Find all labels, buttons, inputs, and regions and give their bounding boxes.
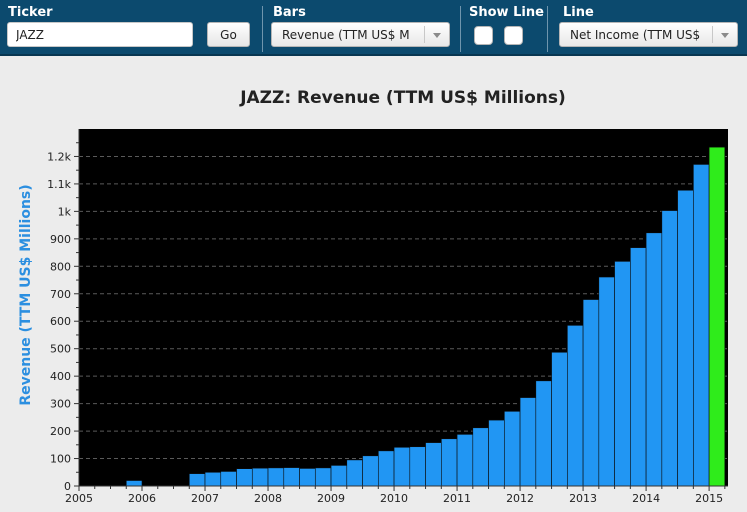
x-tick-label: 2012 xyxy=(506,492,534,505)
toolbar-divider xyxy=(262,6,263,52)
y-tick-label: 1k xyxy=(58,205,72,218)
bars-select[interactable]: Revenue (TTM US$ M xyxy=(271,22,450,47)
bar xyxy=(535,380,552,487)
x-tick-label: 2007 xyxy=(191,492,219,505)
bar xyxy=(708,146,726,487)
bar xyxy=(251,467,269,487)
x-tick-label: 2008 xyxy=(254,492,282,505)
bar xyxy=(188,473,206,487)
ticker-label: Ticker xyxy=(8,5,53,20)
y-tick-label: 700 xyxy=(50,288,71,301)
bar xyxy=(346,459,363,487)
line-label: Line xyxy=(563,5,594,20)
y-tick-label: 200 xyxy=(50,425,71,438)
bar xyxy=(409,446,426,487)
x-tick-label: 2014 xyxy=(632,492,660,505)
chart-title: JAZZ: Revenue (TTM US$ Millions) xyxy=(240,88,566,108)
y-tick-label: 0 xyxy=(64,480,71,493)
line-select-divider xyxy=(712,26,713,43)
bars-select-divider xyxy=(424,26,425,43)
show-line-checkbox-secondary[interactable] xyxy=(504,26,523,45)
bar xyxy=(456,434,474,487)
line-select[interactable]: Net Income (TTM US$ xyxy=(559,22,738,47)
x-tick-label: 2006 xyxy=(128,492,156,505)
y-tick-label: 500 xyxy=(50,343,71,356)
bar xyxy=(267,467,285,487)
x-tick-label: 2009 xyxy=(317,492,345,505)
chevron-down-icon xyxy=(721,33,729,38)
bar xyxy=(314,467,332,487)
x-tick-label: 2010 xyxy=(380,492,408,505)
toolbar: Ticker Go Bars Revenue (TTM US$ M Show L… xyxy=(0,0,747,56)
y-tick-label: 400 xyxy=(50,370,71,383)
y-tick-label: 900 xyxy=(50,233,71,246)
line-select-value: Net Income (TTM US$ xyxy=(570,28,701,42)
bar xyxy=(645,232,663,487)
bar xyxy=(630,247,647,487)
x-tick-label: 2005 xyxy=(65,492,93,505)
show-line-label: Show Line xyxy=(469,5,544,20)
bar xyxy=(236,468,253,487)
bar xyxy=(125,480,143,487)
x-tick-label: 2011 xyxy=(443,492,471,505)
y-tick-label: 100 xyxy=(50,453,71,466)
bar xyxy=(204,471,222,487)
ticker-input[interactable] xyxy=(7,22,193,47)
show-line-checkbox[interactable] xyxy=(474,26,493,45)
bar xyxy=(362,455,379,487)
bar xyxy=(598,276,615,487)
bar xyxy=(519,397,537,487)
y-tick-label: 1.2k xyxy=(47,150,71,163)
bar xyxy=(441,438,458,487)
bar xyxy=(283,467,300,487)
bar xyxy=(472,427,489,487)
x-tick-label: 2013 xyxy=(569,492,597,505)
bar xyxy=(504,411,521,487)
bar xyxy=(330,465,348,487)
bar xyxy=(425,442,442,487)
bars-select-value: Revenue (TTM US$ M xyxy=(282,28,410,42)
toolbar-divider xyxy=(547,6,548,52)
y-tick-label: 600 xyxy=(50,315,71,328)
bar xyxy=(614,261,631,487)
chevron-down-icon xyxy=(433,33,441,38)
go-button[interactable]: Go xyxy=(207,22,250,47)
bar xyxy=(551,351,568,487)
bar xyxy=(677,189,694,487)
bar xyxy=(220,471,237,487)
bar xyxy=(488,419,505,487)
bar xyxy=(299,468,316,487)
bar xyxy=(693,164,710,487)
y-tick-label: 800 xyxy=(50,260,71,273)
x-tick-label: 2015 xyxy=(695,492,723,505)
bars-label: Bars xyxy=(273,5,306,20)
bar xyxy=(377,450,395,487)
y-tick-label: 1.1k xyxy=(47,178,71,191)
bar xyxy=(393,446,411,487)
bar xyxy=(567,325,584,487)
bar xyxy=(661,210,678,487)
y-tick-label: 300 xyxy=(50,398,71,411)
bar xyxy=(582,299,600,487)
toolbar-divider xyxy=(460,6,461,52)
